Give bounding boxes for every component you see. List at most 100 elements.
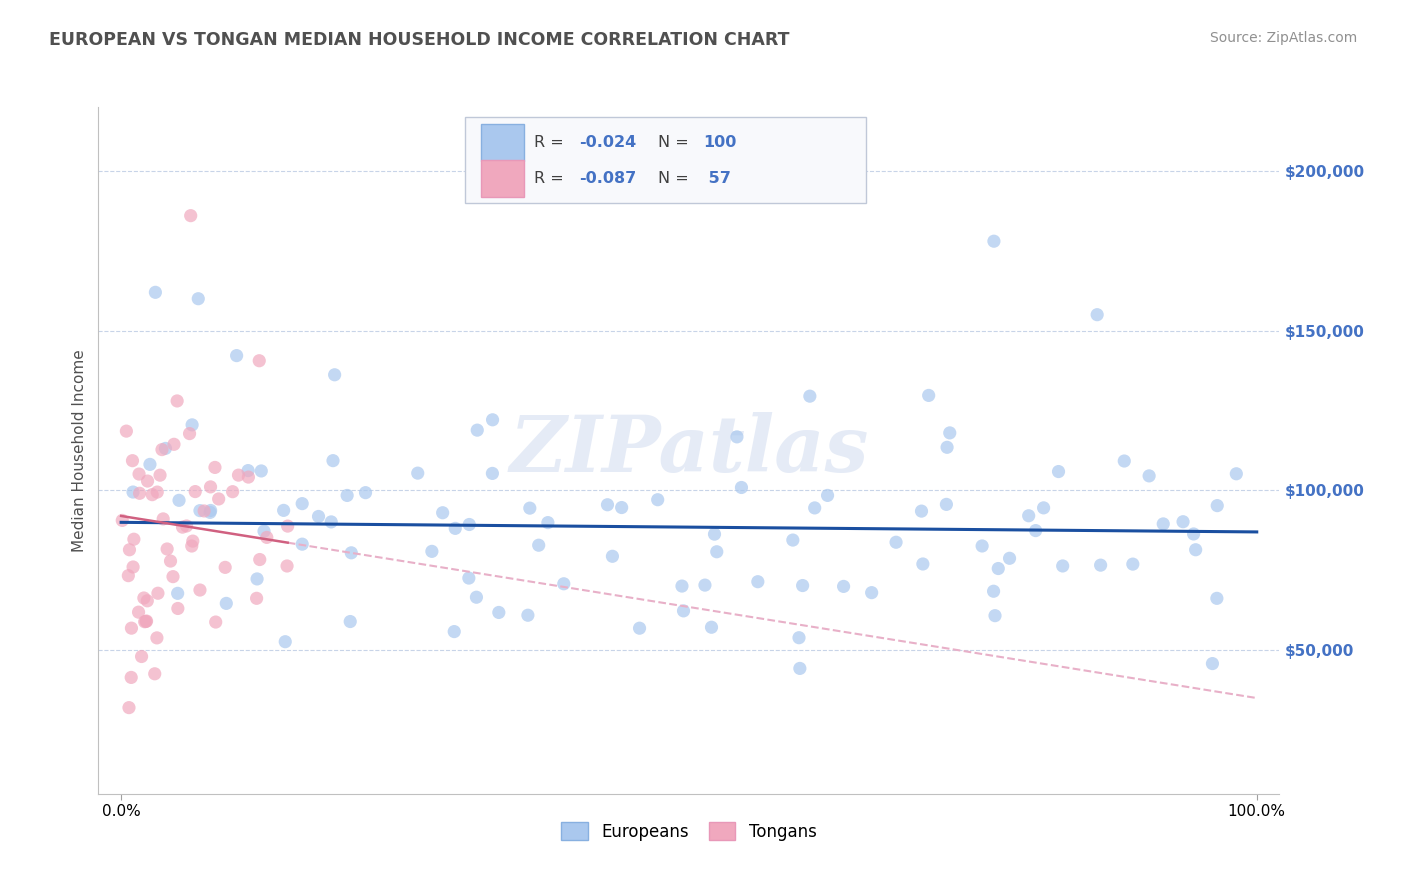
FancyBboxPatch shape	[481, 124, 523, 161]
Point	[1122, 557, 1144, 571]
Point	[1171, 515, 1194, 529]
Point	[747, 574, 769, 589]
Point	[146, 485, 169, 500]
Point	[516, 608, 538, 623]
Point	[1152, 516, 1174, 531]
Point	[236, 464, 259, 478]
Point	[1201, 657, 1223, 671]
Point	[322, 453, 344, 467]
Point	[935, 497, 957, 511]
Point	[1025, 524, 1047, 538]
Point	[122, 533, 145, 547]
Point	[672, 604, 695, 618]
Point	[918, 388, 941, 402]
Text: Source: ZipAtlas.com: Source: ZipAtlas.com	[1209, 31, 1357, 45]
Point	[253, 524, 276, 538]
Point	[481, 413, 503, 427]
Point	[481, 467, 503, 481]
Point	[193, 504, 215, 518]
Text: N =: N =	[658, 171, 695, 186]
Point	[488, 606, 510, 620]
Point	[1052, 558, 1074, 573]
Point	[1206, 499, 1229, 513]
Point	[128, 467, 150, 481]
Point	[159, 554, 181, 568]
Point	[671, 579, 693, 593]
Point	[117, 568, 139, 582]
Point	[321, 515, 343, 529]
Point	[143, 666, 166, 681]
Point	[120, 670, 142, 684]
Point	[200, 503, 222, 517]
Point	[155, 442, 177, 456]
Point	[1085, 308, 1108, 322]
Point	[238, 470, 260, 484]
Point	[180, 209, 202, 223]
Point	[187, 292, 209, 306]
Point	[972, 539, 994, 553]
Point	[725, 430, 748, 444]
Point	[706, 545, 728, 559]
Point	[458, 517, 481, 532]
Point	[553, 576, 575, 591]
Point	[700, 620, 723, 634]
Point	[457, 571, 479, 585]
Point	[787, 631, 810, 645]
Point	[188, 503, 211, 517]
Point	[274, 634, 297, 648]
Text: 57: 57	[703, 171, 731, 186]
Point	[204, 615, 226, 629]
Point	[1047, 465, 1070, 479]
Point	[221, 484, 243, 499]
Point	[1032, 500, 1054, 515]
Point	[118, 542, 141, 557]
Point	[135, 615, 157, 629]
Point	[184, 484, 207, 499]
Point	[1205, 591, 1227, 606]
Point	[249, 552, 271, 566]
Point	[983, 234, 1005, 248]
Point	[111, 513, 134, 527]
Point	[1018, 508, 1040, 523]
Point	[308, 509, 330, 524]
Point	[247, 353, 270, 368]
Point	[998, 551, 1021, 566]
Point	[167, 493, 190, 508]
Point	[166, 393, 188, 408]
Point	[134, 615, 156, 629]
Point	[1090, 558, 1112, 573]
Point	[939, 425, 962, 440]
Point	[1114, 454, 1136, 468]
Point	[122, 485, 145, 500]
Point	[181, 417, 204, 432]
Point	[354, 485, 377, 500]
Point	[817, 488, 839, 502]
Point	[141, 488, 163, 502]
Point	[339, 615, 361, 629]
Point	[432, 506, 454, 520]
Point	[132, 591, 155, 605]
Point	[188, 582, 211, 597]
Point	[444, 521, 467, 535]
Point	[150, 442, 173, 457]
FancyBboxPatch shape	[481, 160, 523, 197]
Point	[527, 538, 550, 552]
Point	[340, 546, 363, 560]
Point	[214, 560, 236, 574]
Point	[225, 349, 247, 363]
Point	[1184, 542, 1206, 557]
Point	[910, 504, 932, 518]
Point	[180, 539, 202, 553]
Point	[146, 631, 169, 645]
Point	[610, 500, 633, 515]
Point	[118, 700, 141, 714]
Point	[987, 561, 1010, 575]
Point	[703, 527, 725, 541]
Text: N =: N =	[658, 135, 695, 150]
Point	[336, 488, 359, 502]
Point	[936, 440, 959, 454]
Text: R =: R =	[534, 171, 569, 186]
Point	[276, 559, 298, 574]
Point	[139, 458, 162, 472]
Point	[246, 572, 269, 586]
